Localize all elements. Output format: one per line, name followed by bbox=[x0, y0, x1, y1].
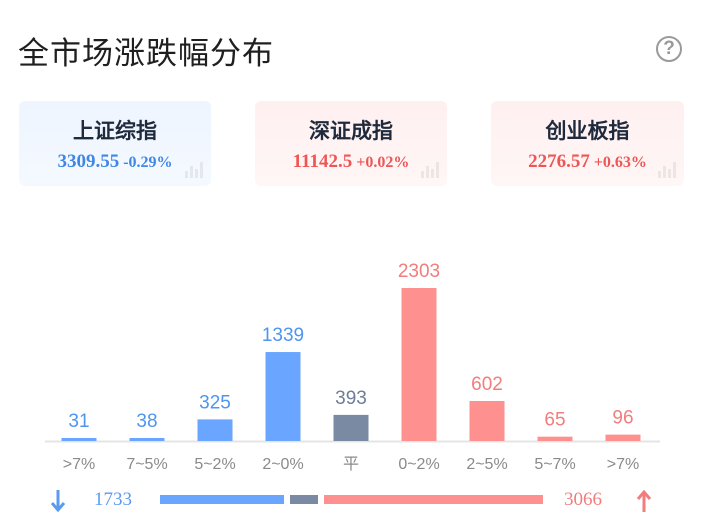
up-count: 3066 bbox=[564, 489, 602, 510]
data-label-2: 325 bbox=[199, 392, 231, 413]
flat-ratio-bar bbox=[289, 495, 318, 504]
bar-5[interactable] bbox=[401, 288, 437, 441]
tick-label-8: >7% bbox=[607, 456, 639, 473]
page-title: 全市场涨跌幅分布 bbox=[18, 36, 274, 71]
index-name: 上证综指 bbox=[73, 120, 157, 143]
index-change: -0.29% bbox=[123, 154, 173, 171]
tick-label-3: 2~0% bbox=[262, 456, 303, 473]
index-change: +0.02% bbox=[356, 154, 410, 171]
index-name: 创业板指 bbox=[545, 120, 630, 143]
data-label-5: 2303 bbox=[398, 261, 440, 282]
mini-chart-icon bbox=[658, 160, 676, 178]
tick-label-6: 2~5% bbox=[466, 456, 507, 473]
down-count: 1733 bbox=[94, 489, 132, 510]
question-circle-icon[interactable]: ? bbox=[656, 36, 682, 62]
data-label-8: 96 bbox=[612, 408, 633, 429]
mini-chart-icon bbox=[421, 160, 439, 178]
bar-4[interactable] bbox=[333, 414, 369, 441]
down-ratio-bar bbox=[160, 495, 284, 504]
index-name: 深证成指 bbox=[309, 120, 393, 143]
up-ratio-bar bbox=[323, 495, 543, 504]
bar-7[interactable] bbox=[537, 436, 573, 441]
index-change: +0.63% bbox=[593, 154, 647, 171]
index-card-chinext[interactable]: 创业板指 2276.57 +0.63% bbox=[491, 101, 684, 186]
bar-2[interactable] bbox=[197, 419, 233, 441]
data-label-1: 38 bbox=[136, 411, 157, 432]
mini-chart-icon bbox=[185, 160, 203, 178]
bar-6[interactable] bbox=[469, 401, 505, 441]
bar-3[interactable] bbox=[265, 352, 301, 441]
tick-label-0: >7% bbox=[63, 456, 95, 473]
data-label-0: 31 bbox=[68, 411, 89, 432]
bar-8[interactable] bbox=[605, 434, 641, 441]
bar-0[interactable] bbox=[61, 438, 97, 441]
data-label-4: 393 bbox=[335, 388, 367, 409]
tick-label-7: 5~7% bbox=[534, 456, 575, 473]
index-price: 3309.55 bbox=[57, 151, 120, 172]
tick-label-4: 平 bbox=[343, 456, 359, 473]
bar-1[interactable] bbox=[129, 438, 165, 441]
index-price: 11142.5 bbox=[292, 151, 353, 172]
tick-label-1: 7~5% bbox=[126, 456, 167, 473]
data-label-3: 1339 bbox=[262, 325, 304, 346]
index-card-shanghai[interactable]: 上证综指 3309.55 -0.29% bbox=[19, 101, 211, 186]
arrow-up-icon bbox=[636, 489, 652, 512]
index-price: 2276.57 bbox=[528, 151, 590, 172]
data-label-6: 602 bbox=[471, 374, 503, 395]
distribution-bar-chart: 31 >7% 38 7~5% 325 5~2% 1339 2~0% 393 平 2303 0~2% 60… bbox=[45, 261, 660, 473]
index-card-shenzhen[interactable]: 深证成指 11142.5 +0.02% bbox=[255, 101, 447, 186]
data-label-7: 65 bbox=[544, 410, 565, 431]
tick-label-5: 0~2% bbox=[398, 456, 439, 473]
arrow-down-icon bbox=[50, 490, 66, 513]
tick-label-2: 5~2% bbox=[194, 456, 235, 473]
